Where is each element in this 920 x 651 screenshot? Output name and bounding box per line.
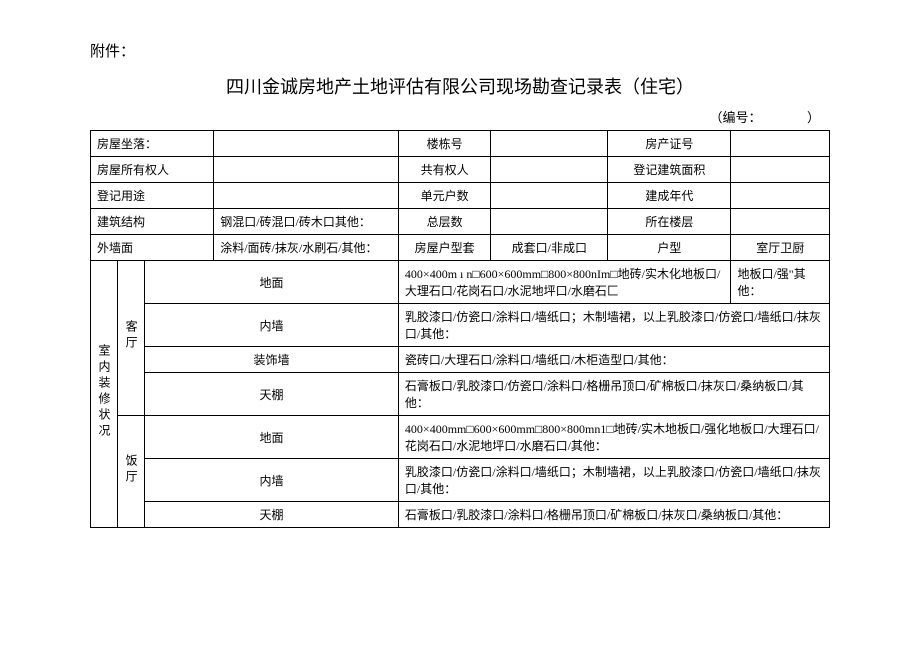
label-ceiling: 天棚 <box>145 373 399 416</box>
subgroup-living-room: 客厅 <box>118 261 145 416</box>
value-cell <box>731 157 830 183</box>
survey-table: 房屋坐落： 楼栋号 房产证号 房屋所有权人 共有权人 登记建筑面积 登记用途 单… <box>90 130 830 528</box>
label-on-floor: 所在楼层 <box>608 209 731 235</box>
value-exterior-wall: 涂料/面砖/抹灰/水刷石/其他： <box>214 235 399 261</box>
value-floor: 400×400m ı n□600×600mm□800×800nIm□地砖/实木化… <box>398 261 731 304</box>
value-ceiling: 石膏板口/乳胶漆口/涂料口/格栅吊顶口/矿棉板口/抹灰口/桑纳板口/其他： <box>398 502 829 528</box>
label-coowner: 共有权人 <box>398 157 490 183</box>
table-row: 装饰墙 瓷砖口/大理石口/涂料口/墙纸口/木柜造型口/其他： <box>91 347 830 373</box>
value-cell <box>491 157 608 183</box>
value-cell <box>491 209 608 235</box>
value-set-type: 成套口/非成口 <box>491 235 608 261</box>
table-row: 登记用途 单元户数 建成年代 <box>91 183 830 209</box>
value-inner-wall: 乳胶漆口/仿瓷口/涂料口/墙纸口；木制墙裙，以上乳胶漆口/仿瓷口/墙纸口/抹灰口… <box>398 304 829 347</box>
table-row: 建筑结构 钢混口/砖混口/砖木口其他： 总层数 所在楼层 <box>91 209 830 235</box>
label-owner: 房屋所有权人 <box>91 157 214 183</box>
table-row: 房屋所有权人 共有权人 登记建筑面积 <box>91 157 830 183</box>
value-cell <box>214 131 399 157</box>
table-row: 室内装修状况 客厅 地面 400×400m ı n□600×600mm□800×… <box>91 261 830 304</box>
table-row: 饭厅 地面 400×400mm□600×600mm□800×800mn1□地砖/… <box>91 416 830 459</box>
label-ceiling: 天棚 <box>145 502 399 528</box>
value-inner-wall: 乳胶漆口/仿瓷口/涂料口/墙纸口；木制墙裙，以上乳胶漆口/仿瓷口/墙纸口/抹灰口… <box>398 459 829 502</box>
table-row: 天棚 石膏板口/乳胶漆口/涂料口/格栅吊顶口/矿棉板口/抹灰口/桑纳板口/其他： <box>91 502 830 528</box>
value-cell <box>731 209 830 235</box>
label-unit-count: 单元户数 <box>398 183 490 209</box>
value-rooms: 室厅卫厨 <box>731 235 830 261</box>
table-row: 内墙 乳胶漆口/仿瓷口/涂料口/墙纸口；木制墙裙，以上乳胶漆口/仿瓷口/墙纸口/… <box>91 304 830 347</box>
value-decor-wall: 瓷砖口/大理石口/涂料口/墙纸口/木柜造型口/其他： <box>398 347 829 373</box>
label-total-floor: 总层数 <box>398 209 490 235</box>
label-floor: 地面 <box>145 416 399 459</box>
table-row: 内墙 乳胶漆口/仿瓷口/涂料口/墙纸口；木制墙裙，以上乳胶漆口/仿瓷口/墙纸口/… <box>91 459 830 502</box>
label-building-no: 楼栋号 <box>398 131 490 157</box>
page-title: 四川金诚房地产土地评估有限公司现场勘查记录表（住宅） <box>90 73 830 99</box>
label-floor: 地面 <box>145 261 399 304</box>
value-cell <box>491 131 608 157</box>
label-house-type: 房屋户型套 <box>398 235 490 261</box>
label-area: 登记建筑面积 <box>608 157 731 183</box>
value-ceiling: 石膏板口/乳胶漆口/仿瓷口/涂料口/格栅吊顶口/矿棉板口/抹灰口/桑纳板口/其他… <box>398 373 829 416</box>
label-inner-wall: 内墙 <box>145 304 399 347</box>
table-row: 外墙面 涂料/面砖/抹灰/水刷石/其他： 房屋户型套 成套口/非成口 户型 室厅… <box>91 235 830 261</box>
label-decor-wall: 装饰墙 <box>145 347 399 373</box>
value-cell <box>731 131 830 157</box>
label-hutype: 户型 <box>608 235 731 261</box>
label-cert-no: 房产证号 <box>608 131 731 157</box>
attachment-label: 附件： <box>90 40 830 61</box>
group-interior-decoration: 室内装修状况 <box>91 261 118 528</box>
value-cell <box>491 183 608 209</box>
value-floor: 400×400mm□600×600mm□800×800mn1□地砖/实木地板口/… <box>398 416 829 459</box>
table-row: 天棚 石膏板口/乳胶漆口/仿瓷口/涂料口/格栅吊顶口/矿棉板口/抹灰口/桑纳板口… <box>91 373 830 416</box>
serial-number: （编号： ） <box>90 107 830 126</box>
table-row: 房屋坐落： 楼栋号 房产证号 <box>91 131 830 157</box>
value-cell <box>731 183 830 209</box>
label-usage: 登记用途 <box>91 183 214 209</box>
value-cell <box>214 157 399 183</box>
label-build-year: 建成年代 <box>608 183 731 209</box>
value-structure: 钢混口/砖混口/砖木口其他： <box>214 209 399 235</box>
value-floor-note: 地板口/强"其他： <box>731 261 830 304</box>
label-inner-wall: 内墙 <box>145 459 399 502</box>
value-cell <box>214 183 399 209</box>
label-exterior-wall: 外墙面 <box>91 235 214 261</box>
subgroup-dining-room: 饭厅 <box>118 416 145 528</box>
label-house-location: 房屋坐落： <box>91 131 214 157</box>
label-structure: 建筑结构 <box>91 209 214 235</box>
